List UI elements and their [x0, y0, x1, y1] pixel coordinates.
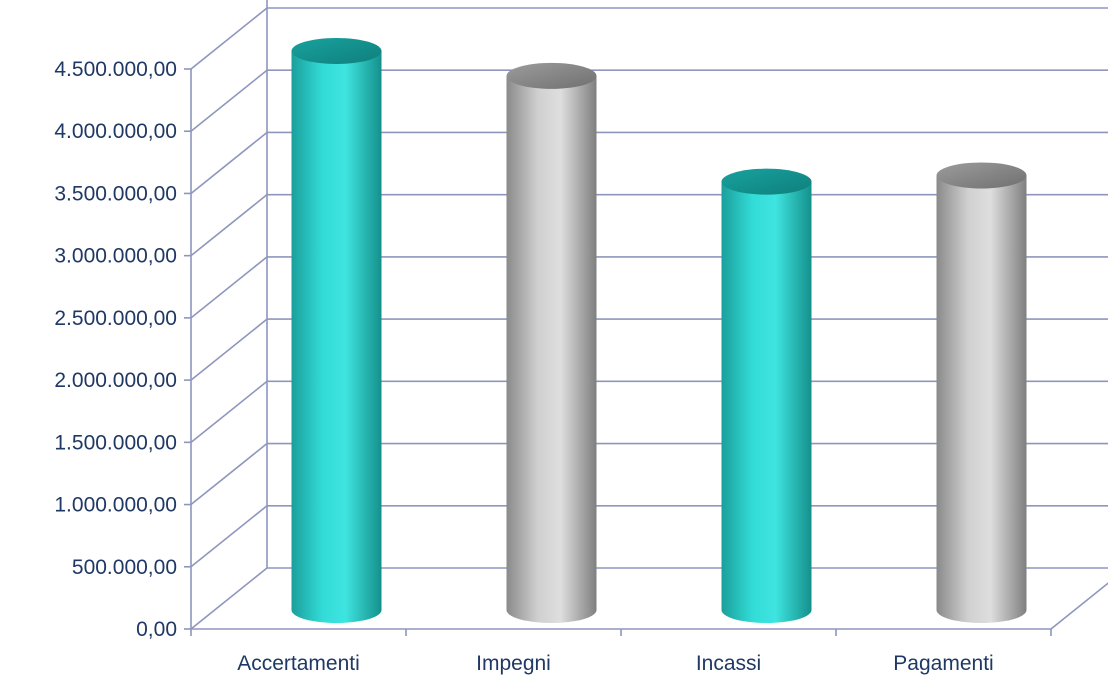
gridline-diagonal: [190, 7, 268, 70]
gridline-diagonal: [190, 69, 268, 132]
bar-top: [721, 168, 812, 195]
bar-top: [506, 62, 597, 89]
y-tick-label: 3.000.000,00: [54, 245, 177, 268]
y-tick-label: 4.000.000,00: [54, 120, 177, 143]
y-tick-label: 2.500.000,00: [54, 307, 177, 330]
x-tick-label: Pagamenti: [893, 652, 993, 675]
gridline-diagonal: [190, 567, 268, 630]
gridline-diagonal: [190, 131, 268, 195]
bar: [936, 162, 1027, 624]
y-tick-label: 2.000.000,00: [54, 369, 177, 392]
y-tick-label: 3.500.000,00: [54, 182, 177, 205]
gridline-diagonal: [190, 194, 268, 257]
gridline-diagonal: [190, 380, 268, 443]
y-tick-label: 1.000.000,00: [54, 494, 177, 517]
gridline-diagonal: [190, 318, 268, 381]
x-tick-label: Accertamenti: [237, 652, 360, 675]
bar-body: [506, 75, 597, 624]
bar-body: [721, 181, 812, 624]
y-tick-label: 500.000,00: [72, 556, 177, 579]
axis-labels: 0,00 500.000,00 1.000.000,00 1.500.000,00 2.…: [54, 58, 993, 675]
bar: [291, 38, 382, 624]
bars: [291, 38, 1027, 624]
gridline-diagonal: [190, 505, 268, 568]
x-tick-label: Incassi: [696, 652, 761, 675]
gridline-diagonal: [190, 442, 268, 506]
bar-top: [936, 162, 1027, 189]
bar-body: [291, 51, 382, 624]
bar-body: [936, 175, 1027, 624]
y-tick-label: 0,00: [136, 618, 177, 641]
gridline-diagonal: [190, 256, 268, 319]
bar: [721, 168, 812, 624]
x-tick-label: Impegni: [476, 652, 551, 675]
y-tick-label: 4.500.000,00: [54, 58, 177, 81]
bar: [506, 62, 597, 624]
floor-right-edge: [1050, 582, 1108, 630]
bar-top: [291, 38, 382, 64]
y-tick-label: 1.500.000,00: [54, 431, 177, 454]
